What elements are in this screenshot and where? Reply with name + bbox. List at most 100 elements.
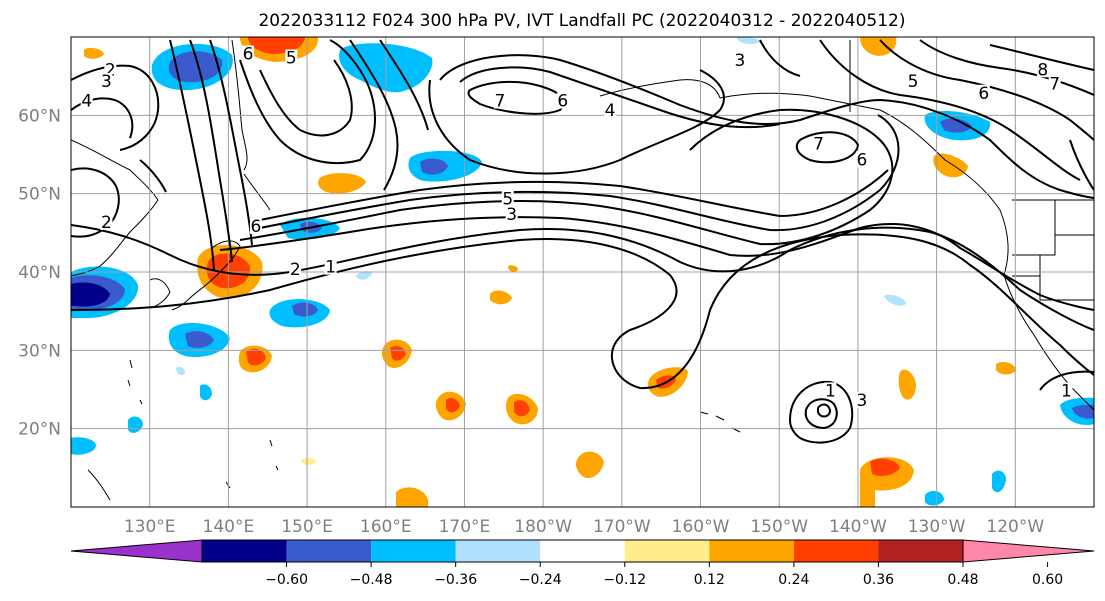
contour-label-halo — [493, 92, 506, 109]
positive-anomaly-region — [933, 153, 968, 178]
contour-label: 5 — [286, 49, 297, 69]
negative-anomaly-core — [420, 158, 448, 175]
aleutian-islands — [599, 79, 721, 99]
contour-label: 4 — [81, 92, 92, 112]
negative-anomaly-region — [71, 437, 96, 455]
pv-contour-18 — [209, 39, 253, 246]
pv-contour-14 — [919, 39, 1094, 96]
pv-contour-13 — [879, 39, 1094, 141]
latitude-label: 30°N — [18, 341, 61, 361]
contour-label: 7 — [813, 135, 824, 155]
contour-label: 5 — [502, 190, 513, 210]
latitude-label: 50°N — [18, 185, 61, 205]
pv-contour-23 — [71, 64, 160, 151]
contour-label: 8 — [1037, 60, 1048, 80]
contour-label-halo — [100, 214, 113, 230]
longitude-labels: 130°E 140°E 150°E 160°E 170°E 180°W 170°W 160°W… — [124, 517, 1045, 537]
contour-label: 1 — [825, 381, 836, 401]
colorbar: −0.60 −0.48 −0.36 −0.24 −0.12 0.12 0.24 0.36 0.4… — [70, 539, 1095, 588]
longitude-label: 130°E — [124, 517, 176, 537]
contour-label: 2 — [101, 213, 112, 233]
contour-label-halo — [249, 217, 262, 234]
contour-label-halo — [324, 258, 337, 275]
contour-label: 6 — [978, 84, 989, 104]
pv-contour-12 — [819, 39, 1081, 181]
coastlines — [71, 39, 1094, 501]
positive-anomaly-region — [302, 457, 316, 465]
positive-anomaly-region — [490, 290, 512, 305]
negative-anomaly-core — [292, 302, 318, 317]
negative-anomaly-light — [176, 366, 186, 376]
positive-anomaly-region — [396, 487, 428, 507]
latitude-label: 20°N — [18, 420, 61, 440]
longitude-label: 140°W — [829, 517, 887, 537]
pv-contour-30 — [1039, 370, 1094, 391]
positive-anomaly-region — [318, 173, 366, 194]
colorbar-over-extend — [962, 539, 1095, 563]
contour-label: 3 — [101, 72, 112, 92]
contour-label-halo — [80, 92, 93, 109]
contour-label: 7 — [1049, 74, 1060, 94]
contour-label: 6 — [557, 92, 568, 112]
contour-label-halo — [285, 49, 298, 66]
contour-label: 3 — [734, 51, 745, 71]
contour-label-halo — [907, 73, 920, 89]
contour-label-halo — [1060, 382, 1073, 399]
positive-anomaly-core — [246, 348, 266, 366]
contour-label: 4 — [605, 101, 616, 121]
contour-label-halo — [501, 190, 514, 207]
colorbar-swatch — [286, 540, 372, 562]
positive-anomaly-region — [898, 369, 916, 400]
contour-label: 1 — [325, 258, 336, 278]
negative-anomaly-strong — [71, 282, 110, 307]
contour-label: 6 — [856, 150, 867, 170]
colorbar-swatch — [878, 540, 963, 562]
negative-anomaly-region — [200, 384, 212, 401]
contour-label-halo — [1036, 61, 1049, 78]
longitude-label: 170°E — [439, 517, 491, 537]
negative-anomaly-light — [736, 37, 760, 45]
pv-contour-31 — [759, 39, 801, 77]
positive-anomaly-region — [996, 362, 1016, 375]
positive-anomaly-core — [870, 458, 900, 476]
asia-coastline — [71, 139, 159, 277]
positive-anomaly-core — [390, 346, 406, 361]
contour-label-halo — [977, 84, 990, 101]
latitude-labels: 60°N 50°N 40°N 30°N 20°N — [18, 106, 61, 439]
contour-label-halo — [242, 45, 255, 62]
latitude-label: 40°N — [18, 263, 61, 283]
longitude-label: 170°W — [593, 517, 651, 537]
pv-contour-9 — [459, 66, 781, 129]
colorbar-swatch — [709, 540, 794, 562]
contour-label-halo — [733, 51, 746, 68]
colorbar-swatch — [624, 540, 710, 562]
colorbar-tick-label: 0.48 — [947, 572, 978, 588]
contour-label: 1 — [1061, 381, 1072, 401]
kuril-islands — [243, 173, 271, 211]
contour-label-halo — [824, 382, 837, 399]
negative-anomaly-region — [992, 470, 1006, 493]
contour-label-halo — [100, 73, 113, 89]
pv-contour-20 — [259, 59, 353, 137]
negative-anomaly-light — [884, 294, 906, 306]
contour-label-halo — [604, 101, 617, 118]
pv-contour-3 — [219, 216, 1094, 311]
pv-contour-10 — [467, 80, 565, 115]
colorbar-under-extend — [70, 539, 203, 563]
colorbar-frame — [201, 539, 964, 563]
pv-contours — [71, 39, 1094, 444]
pv-contour-8 — [439, 54, 1094, 199]
contour-label: 3 — [506, 205, 517, 225]
graticule — [71, 37, 1094, 507]
pv-contour-7 — [795, 131, 860, 164]
colorbar-swatch — [540, 540, 625, 562]
contour-label: 5 — [908, 72, 919, 92]
map-frame — [70, 36, 1095, 508]
contour-label-halo — [855, 391, 868, 408]
colorbar-swatch — [202, 540, 287, 562]
longitude-label: 160°E — [360, 517, 412, 537]
colorbar-tick-label: −0.24 — [519, 572, 562, 588]
colorbar-tick-label: −0.36 — [434, 572, 477, 588]
